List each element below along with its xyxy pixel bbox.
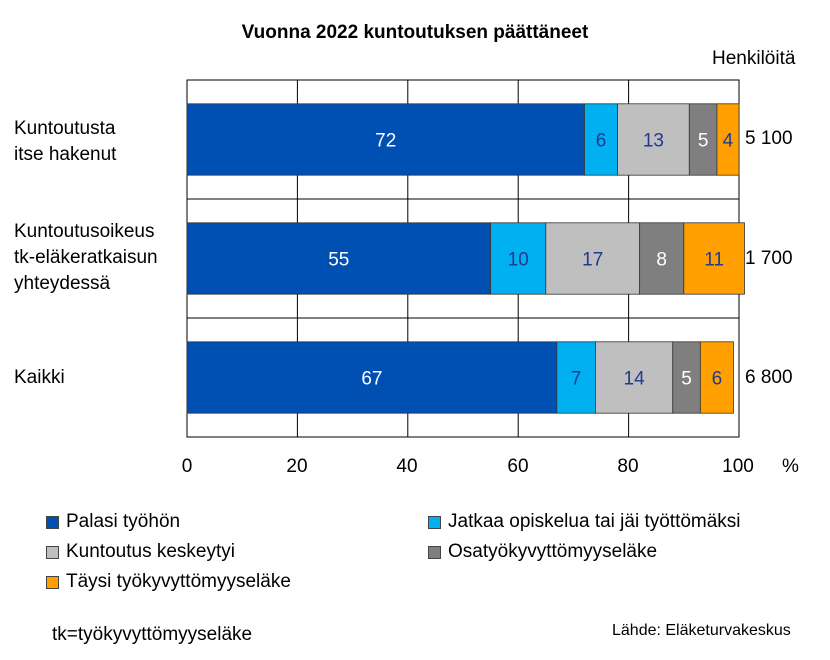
data-label-0-3: 5	[698, 131, 709, 152]
total-column-header: Henkilöitä	[712, 48, 796, 69]
bar-0-3	[688, 103, 718, 176]
bar-1-2	[545, 222, 641, 295]
legend-label-keskeytyi: Kuntoutus keskeytyi	[66, 541, 235, 562]
x-tick-label-20: 20	[286, 456, 308, 477]
category-label-1: Kuntoutusoikeus tk-eläkeratkaisun yhteyd…	[14, 219, 158, 297]
category-label-1-line-1: tk-eläkeratkaisun	[14, 247, 158, 268]
legend-swatch-keskeytyi	[46, 545, 59, 559]
data-label-0-2: 13	[643, 131, 664, 152]
bar-2-0	[186, 341, 558, 414]
legend-label-osatyokyvyttomyys: Osatyökyvyttömyyseläke	[448, 541, 658, 562]
category-label-0-line-1: itse hakenut	[14, 144, 117, 165]
category-label-2-line-0: Kaikki	[14, 367, 65, 388]
bar-0-2	[617, 103, 690, 176]
legend-swatch-osatyokyvyttomyys	[428, 545, 441, 559]
legend-swatch-palasi	[46, 515, 59, 529]
legend-item-osatyokyvyttomyys: Osatyökyvyttömyyseläke	[428, 541, 657, 563]
bar-0-4	[716, 103, 740, 176]
bar-0-0	[186, 103, 585, 176]
data-label-1-3: 8	[656, 250, 667, 271]
data-label-2-4: 6	[712, 369, 723, 390]
bar-2-2	[595, 341, 674, 414]
category-label-1-line-0: Kuntoutusoikeus	[14, 221, 155, 242]
bar-2-1	[556, 341, 596, 414]
total-label-2: 6 800	[745, 367, 793, 388]
chart-title: Vuonna 2022 kuntoutuksen päättäneet	[241, 22, 589, 43]
legend-label-taysi: Täysi työkyvyttömyyseläke	[66, 571, 291, 592]
data-label-1-4: 11	[704, 250, 724, 271]
data-label-2-2: 14	[624, 369, 646, 390]
data-label-2-0: 67	[361, 369, 382, 390]
legend-item-jatkaa: Jatkaa opiskelua tai jäi työttömäksi	[428, 511, 741, 533]
data-label-0-1: 6	[596, 131, 607, 152]
data-label-0-4: 4	[723, 131, 734, 152]
x-tick-label-40: 40	[396, 456, 418, 477]
bar-1-4	[683, 222, 745, 295]
legend-item-keskeytyi: Kuntoutus keskeytyi	[46, 541, 235, 563]
legend-label-palasi: Palasi työhön	[66, 511, 181, 532]
bar-2-4	[699, 341, 734, 414]
legend-item-taysi: Täysi työkyvyttömyyseläke	[46, 571, 291, 593]
data-label-2-1: 7	[571, 369, 582, 390]
legend-swatch-taysi	[46, 575, 59, 589]
data-label-1-2: 17	[582, 250, 603, 271]
x-tick-label-0: 0	[181, 456, 193, 477]
legend-item-palasi: Palasi työhön	[46, 511, 180, 533]
total-label-1: 1 700	[745, 248, 793, 269]
data-label-1-1: 10	[508, 250, 529, 271]
legend-swatch-jatkaa	[428, 515, 441, 529]
source-note: Lähde: Eläketurvakeskus	[612, 622, 791, 639]
bar-1-3	[639, 222, 685, 295]
category-label-0: Kuntoutusta itse hakenut	[14, 116, 116, 168]
data-label-0-0: 72	[375, 131, 396, 152]
x-axis-unit: %	[782, 456, 799, 477]
legend-label-jatkaa: Jatkaa opiskelua tai jäi työttömäksi	[448, 511, 741, 532]
total-label-0: 5 100	[745, 128, 793, 149]
footnote: tk=työkyvyttömyyseläke	[52, 624, 253, 645]
category-label-2: Kaikki	[14, 365, 65, 391]
x-tick-label-100: 100	[722, 456, 754, 477]
data-label-2-3: 5	[681, 369, 692, 390]
x-tick-label-80: 80	[617, 456, 639, 477]
category-label-0-line-0: Kuntoutusta	[14, 118, 116, 139]
data-label-1-0: 55	[328, 250, 349, 271]
x-tick-label-60: 60	[507, 456, 529, 477]
category-label-1-line-2: yhteydessä	[14, 273, 111, 294]
